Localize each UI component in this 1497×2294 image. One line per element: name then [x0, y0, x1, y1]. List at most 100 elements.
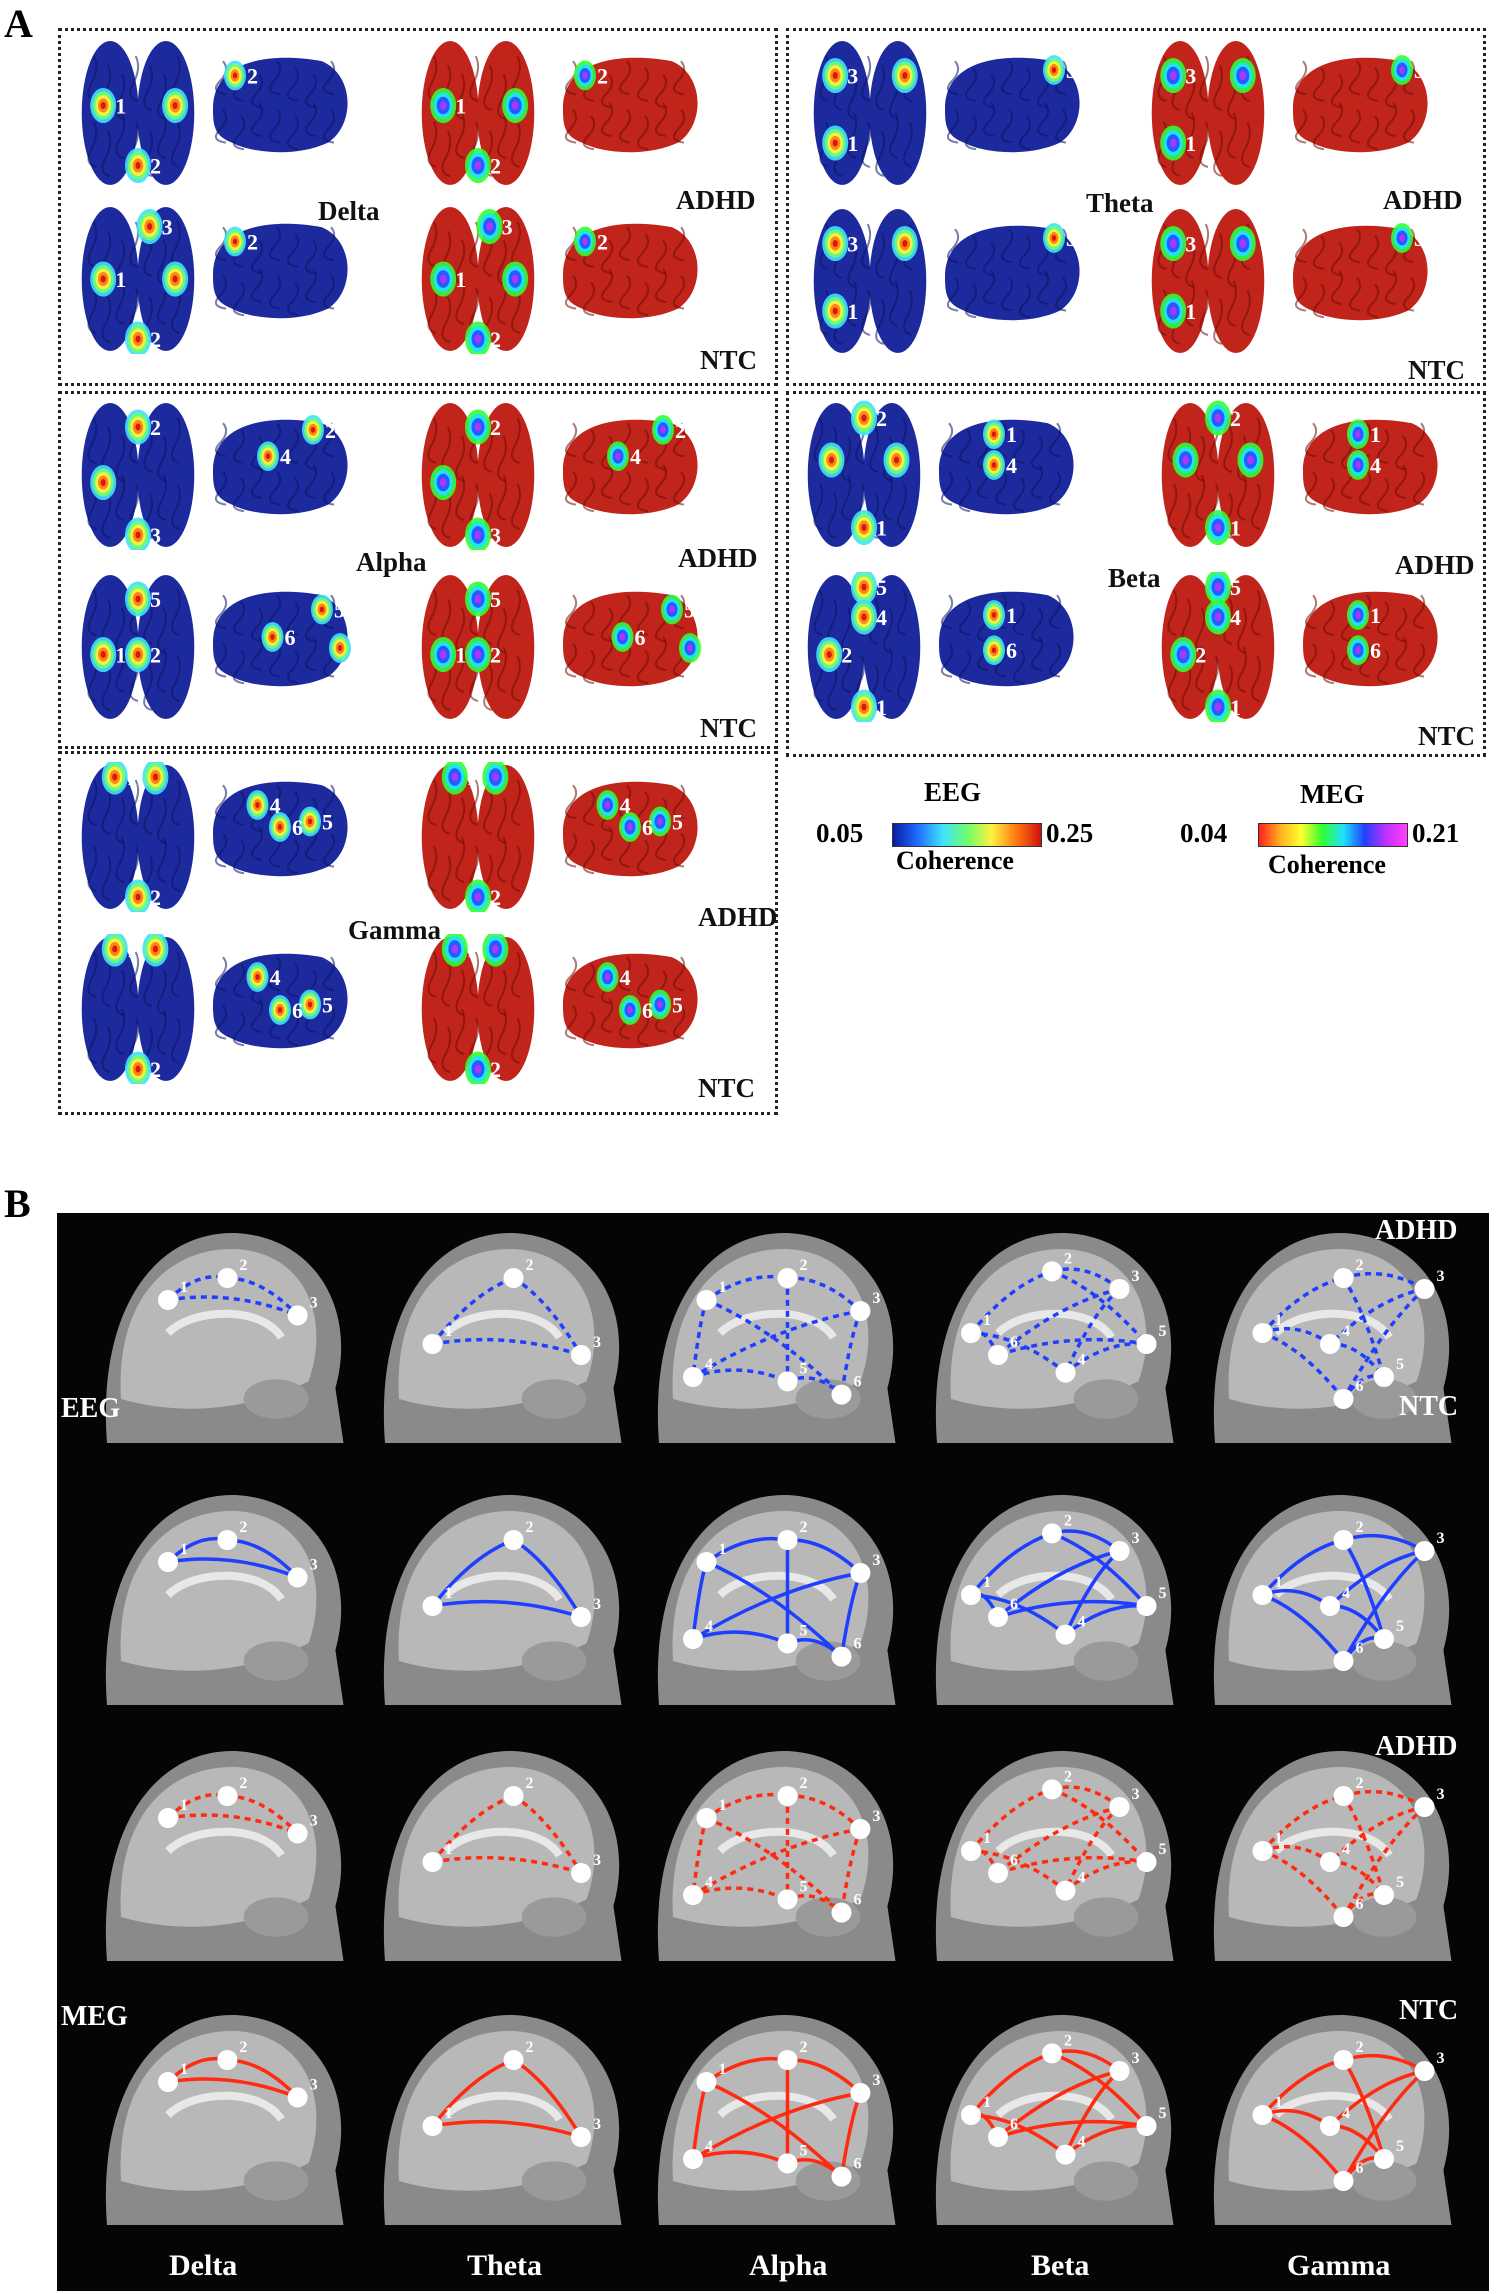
svg-text:1: 1 [1230, 695, 1241, 720]
svg-text:2: 2 [150, 415, 161, 440]
svg-text:1: 1 [847, 131, 858, 156]
meg-colorbar-max: 0.21 [1412, 818, 1460, 848]
svg-text:3: 3 [593, 1596, 601, 1613]
svg-text:4: 4 [705, 1874, 713, 1891]
alpha-adhd-eeg-top-brain: 23 [81, 403, 195, 550]
svg-text:3: 3 [872, 1552, 880, 1569]
svg-text:2: 2 [490, 415, 501, 440]
theta-ntc-eeg-top-brain: 31 [813, 209, 927, 353]
svg-text:2: 2 [490, 327, 501, 352]
svg-text:1: 1 [719, 1541, 727, 1558]
theta-adhd-meg-top-brain: 31 [1151, 41, 1265, 185]
svg-text:4: 4 [1078, 1352, 1086, 1369]
svg-text:4: 4 [270, 965, 281, 990]
delta-ntc-meg-side-brain: 2 [563, 223, 698, 319]
band-label-alpha-b: Alpha [749, 2249, 828, 2282]
mri-meg-adhd-theta: 1 2 3 [383, 1750, 622, 1961]
svg-text:2: 2 [247, 64, 258, 89]
svg-text:3: 3 [490, 523, 501, 548]
svg-text:6: 6 [1010, 2116, 1018, 2133]
band-label-delta: Delta [318, 196, 380, 226]
svg-text:3: 3 [1185, 64, 1196, 89]
alpha-adhd-meg-top-brain: 23 [421, 403, 535, 550]
alpha-ntc-eeg-side-brain: 6 54 [213, 591, 355, 687]
svg-text:3: 3 [872, 1808, 880, 1825]
mri-meg-ntc-theta: 1 2 3 [383, 2014, 622, 2225]
svg-text:1: 1 [1230, 516, 1241, 541]
svg-text:3: 3 [310, 1294, 318, 1311]
svg-text:3: 3 [1132, 1786, 1140, 1803]
svg-text:4: 4 [630, 444, 641, 469]
mri-meg-ntc-delta: 1 2 3 [105, 2014, 344, 2225]
beta-group-box [786, 391, 1486, 757]
svg-text:1: 1 [1275, 2094, 1283, 2111]
svg-text:2: 2 [526, 1519, 534, 1536]
svg-text:1: 1 [1275, 1830, 1283, 1847]
svg-text:6: 6 [635, 625, 646, 650]
svg-text:1: 1 [876, 516, 887, 541]
meg-colorbar-min: 0.04 [1180, 818, 1228, 848]
cohort-label-gamma-adhd: ADHD [698, 902, 778, 932]
svg-text:2: 2 [597, 64, 608, 89]
svg-text:2: 2 [490, 154, 501, 179]
svg-text:1: 1 [455, 267, 466, 292]
eeg-colorbar-title: EEG [924, 777, 982, 807]
mri-meg-ntc-beta: 1 2 3 4 5 6 [935, 2014, 1174, 2225]
svg-text:1: 1 [445, 1585, 453, 1602]
svg-text:2: 2 [675, 418, 686, 443]
svg-text:1: 1 [1006, 603, 1017, 628]
gamma-ntc-eeg-top-brain: 12 [81, 934, 195, 1084]
alpha-ntc-meg-side-brain: 6 54 [563, 591, 705, 687]
svg-text:4: 4 [1078, 1870, 1086, 1887]
svg-text:2: 2 [526, 1257, 534, 1274]
row-label-eeg-adhd: ADHD [1375, 1215, 1458, 1246]
svg-text:4: 4 [705, 1618, 713, 1635]
svg-text:6: 6 [292, 998, 303, 1023]
band-label-beta: Beta [1108, 563, 1161, 593]
gamma-group-box [58, 751, 778, 1115]
svg-text:6: 6 [285, 625, 296, 650]
svg-text:1: 1 [445, 2105, 453, 2122]
theta-ntc-eeg-side-brain: 3 [945, 223, 1080, 321]
cohort-label-alpha-adhd: ADHD [678, 543, 758, 573]
panel-b-figure: 1 2 3 1 2 3 1 2 3 4 5 6 1 2 3 4 5 6 1 2 3 4 5 6 1 2 3 1 2 3 1 2 3 4 5 6 1 2 3 4… [57, 1213, 1489, 2291]
gamma-ntc-eeg-side-brain: 46 5 [213, 953, 348, 1049]
svg-text:5: 5 [1230, 575, 1241, 600]
svg-text:2: 2 [490, 643, 501, 668]
mri-meg-adhd-alpha: 1 2 3 4 5 6 [657, 1750, 896, 1961]
alpha-adhd-meg-side-brain: 42 [563, 414, 698, 515]
svg-text:2: 2 [841, 643, 852, 668]
svg-text:1: 1 [445, 1323, 453, 1340]
alpha-ntc-eeg-top-brain: 5 21 [81, 575, 195, 719]
svg-text:6: 6 [1006, 638, 1017, 663]
theta-ntc-meg-side-brain: 3 [1293, 223, 1428, 321]
svg-text:2: 2 [247, 230, 258, 255]
delta-adhd-meg-side-brain: 2 [563, 57, 698, 153]
svg-text:4: 4 [876, 605, 887, 630]
svg-text:1: 1 [127, 765, 138, 790]
svg-text:1: 1 [983, 1312, 991, 1329]
mri-eeg-adhd-theta: 1 2 3 [383, 1232, 622, 1443]
svg-text:4: 4 [620, 793, 631, 818]
svg-text:5: 5 [322, 993, 333, 1018]
cohort-label-beta-ntc: NTC [1418, 721, 1476, 751]
svg-text:4: 4 [1342, 1841, 1350, 1858]
svg-text:6: 6 [1356, 2160, 1364, 2177]
svg-text:4: 4 [1342, 1585, 1350, 1602]
svg-text:6: 6 [1010, 1852, 1018, 1869]
mri-eeg-ntc-gamma: 1 2 3 4 5 6 [1213, 1494, 1452, 1705]
gamma-adhd-eeg-top-brain: 12 [81, 762, 195, 912]
panel-b-letter: B [4, 1181, 31, 1226]
row-label-eeg: EEG [61, 1393, 121, 1424]
svg-text:1: 1 [115, 643, 126, 668]
svg-text:6: 6 [854, 1636, 862, 1653]
svg-text:2: 2 [239, 2039, 247, 2056]
svg-text:3: 3 [872, 2072, 880, 2089]
row-label-meg-ntc: NTC [1399, 1995, 1459, 2026]
svg-text:2: 2 [239, 1257, 247, 1274]
gamma-ntc-meg-top-brain: 12 [421, 934, 535, 1084]
svg-text:1: 1 [1185, 299, 1196, 324]
svg-text:5: 5 [334, 598, 345, 623]
svg-text:1: 1 [1185, 131, 1196, 156]
svg-text:1: 1 [719, 1279, 727, 1296]
